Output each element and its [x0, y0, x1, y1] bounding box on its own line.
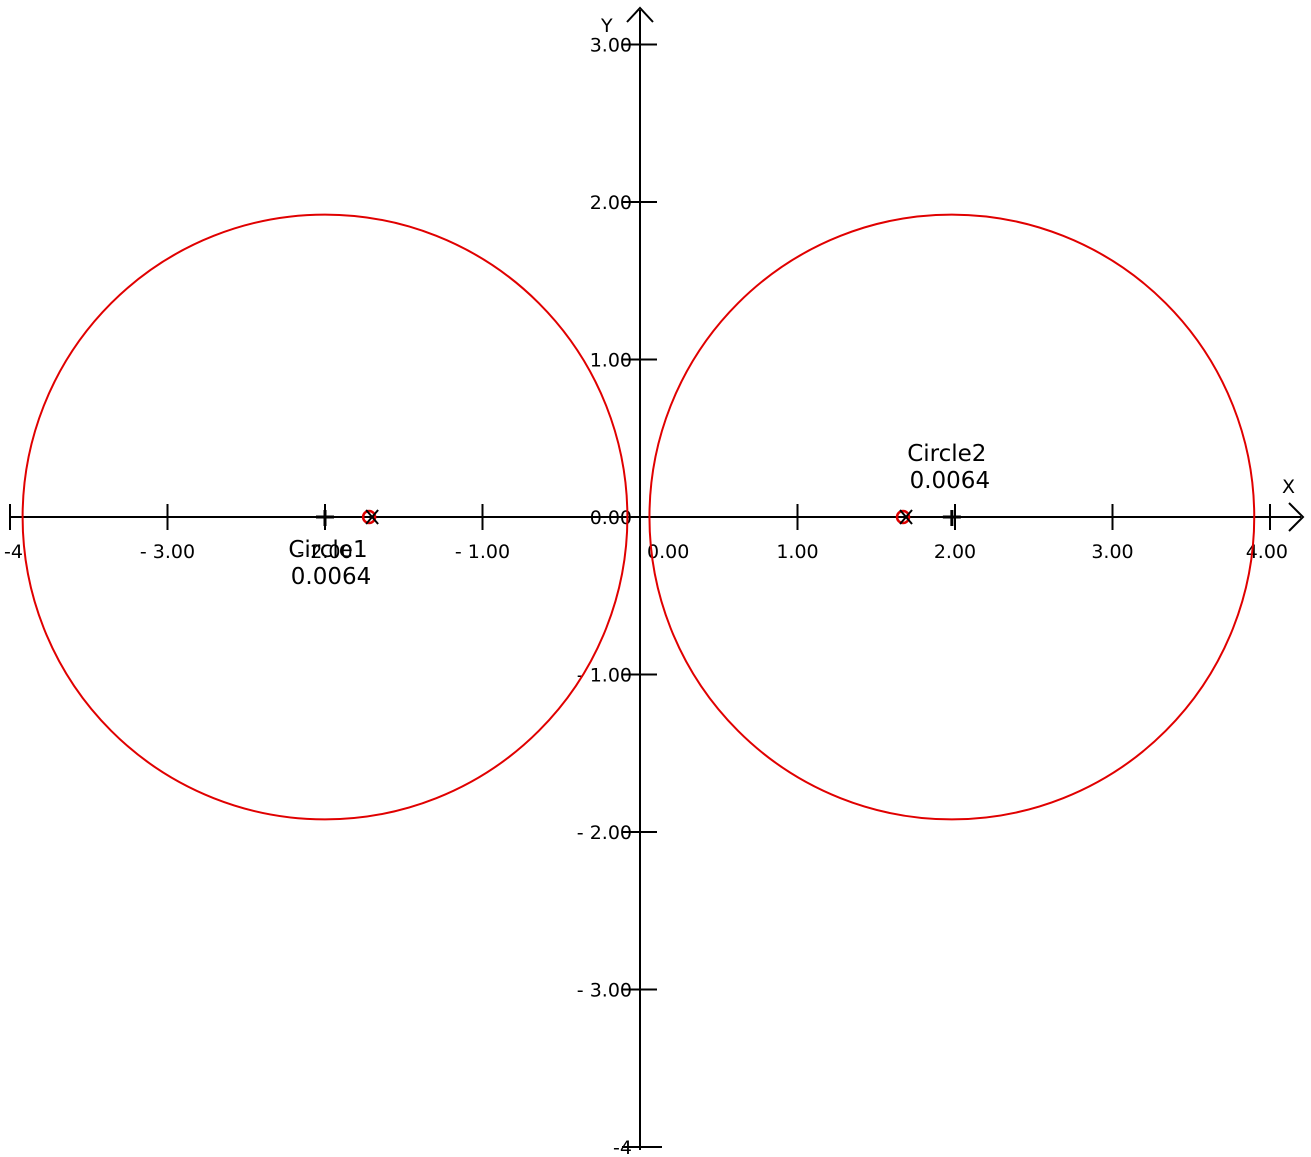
y-tick-label: 3.00 [590, 35, 632, 57]
center-cross-icon [316, 510, 334, 526]
y-ticks: 3.00 2.00 1.00 0.00 - 1.00 - 2.00 - 3.00 -4 [577, 35, 662, 1157]
center-cross-icon [942, 510, 961, 526]
x-tick-label: 1.00 [776, 541, 818, 563]
x-tick-label: 4.00 [1246, 541, 1288, 563]
x-axis-arrow-icon [1288, 502, 1305, 532]
circle-2-name: Circle2 [907, 441, 986, 467]
x-tick-label: 2.00 [934, 541, 976, 563]
y-axis-arrow-icon [626, 6, 654, 23]
y-tick-label: 1.00 [590, 350, 632, 372]
focus-circle-icon [361, 509, 377, 525]
x-tick-label: 0.00 [647, 541, 689, 563]
x-ticks: -4 - 3.00 - 2.00 - 1.00 1.00 2.00 3.00 4.00 0.00 [4, 504, 1288, 563]
y-tick-label: - 2.00 [577, 822, 632, 844]
focus-x-icon [365, 509, 379, 525]
y-tick-label: 0.00 [590, 507, 632, 529]
circle-2-value: 0.0064 [910, 468, 990, 494]
x-tick-label: - 3.00 [140, 541, 195, 563]
circle-1-value: 0.0064 [291, 564, 371, 590]
circle-2-outline [648, 213, 1256, 821]
focus-x-icon [899, 509, 913, 525]
y-tick-label: - 3.00 [577, 980, 632, 1002]
y-axis-title: Y [600, 15, 613, 37]
focus-circle-icon [895, 509, 911, 525]
x-tick-label: -4 [4, 541, 23, 563]
circle-1-outline [21, 213, 629, 821]
x-tick-label: - 2.00 [297, 541, 352, 563]
circle-1-name: Circle1 [288, 537, 367, 563]
x-tick-label: - 1.00 [455, 541, 510, 563]
x-tick-label: 3.00 [1091, 541, 1133, 563]
y-tick-label: - 1.00 [577, 665, 632, 687]
y-tick-label: 2.00 [590, 192, 632, 214]
x-axis-title: X [1282, 476, 1295, 498]
y-tick-label: -4 [613, 1137, 632, 1157]
